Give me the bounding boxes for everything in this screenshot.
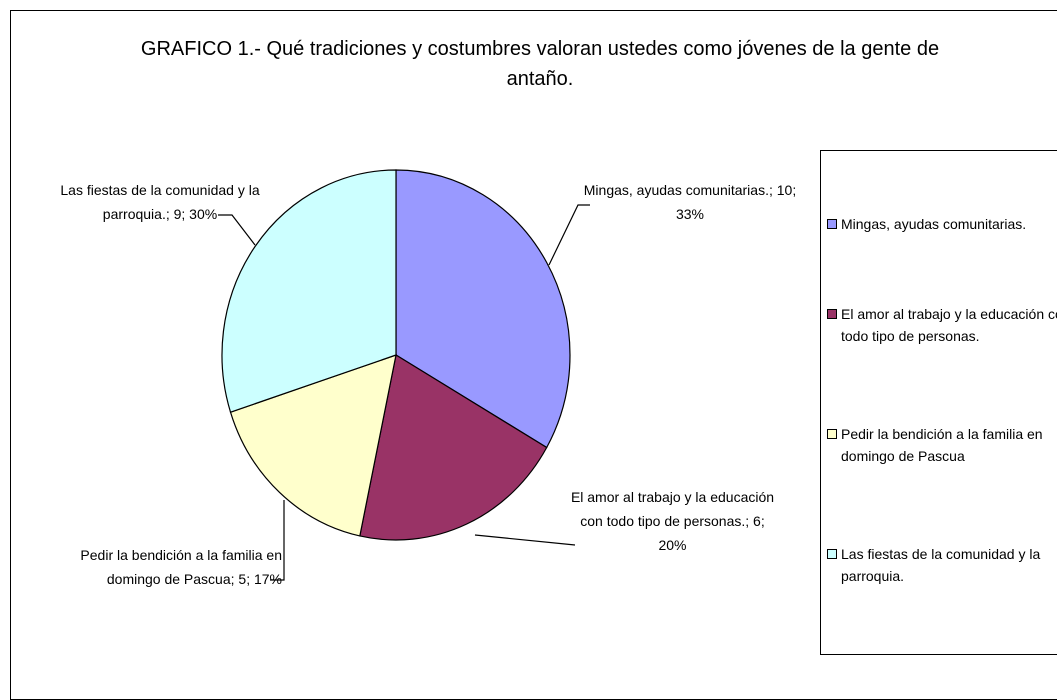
legend-item: Las fiestas de la comunidad y la parroqu… xyxy=(827,543,1057,587)
data-label: El amor al trabajo y la educación con to… xyxy=(570,489,775,553)
legend-swatch xyxy=(827,549,837,559)
pie-slice xyxy=(395,169,571,449)
legend-swatch xyxy=(827,309,837,319)
pie-slice xyxy=(359,354,548,541)
legend-item: El amor al trabajo y la educación con to… xyxy=(827,303,1057,347)
pie-slice xyxy=(229,354,397,537)
leader-line xyxy=(218,214,256,246)
leader-line xyxy=(270,500,285,581)
legend-label: Pedir la bendición a la familia en domin… xyxy=(841,426,1043,464)
leader-line xyxy=(548,204,590,266)
data-label: Las fiestas de la comunidad y la parroqu… xyxy=(60,182,260,222)
legend-swatch xyxy=(827,219,837,229)
legend-item: Pedir la bendición a la familia en domin… xyxy=(827,423,1057,467)
legend-item: Mingas, ayudas comunitarias. xyxy=(827,213,1057,235)
data-label: Pedir la bendición a la familia en domin… xyxy=(80,547,282,587)
legend: Mingas, ayudas comunitarias. El amor al t… xyxy=(820,150,1057,655)
chart-title: GRAFICO 1.- Qué tradiciones y costumbres… xyxy=(140,38,940,90)
legend-label: El amor al trabajo y la educación con to… xyxy=(841,306,1057,344)
legend-swatch xyxy=(827,429,837,439)
legend-label: Las fiestas de la comunidad y la parroqu… xyxy=(841,546,1041,584)
data-label: Mingas, ayudas comunitarias.; 10; 33% xyxy=(583,182,797,222)
leader-line xyxy=(474,534,576,546)
legend-label: Mingas, ayudas comunitarias. xyxy=(841,216,1027,232)
pie-slice xyxy=(221,169,397,413)
